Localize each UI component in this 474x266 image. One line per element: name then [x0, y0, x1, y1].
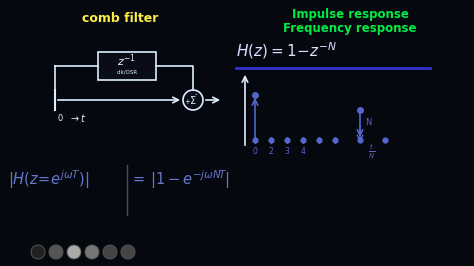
- Text: $\rightarrow t$: $\rightarrow t$: [69, 112, 87, 124]
- Text: N: N: [365, 118, 371, 127]
- Text: $z^{-1}$: $z^{-1}$: [118, 53, 137, 69]
- Text: 3: 3: [284, 147, 290, 156]
- Circle shape: [67, 245, 81, 259]
- Text: Impulse response: Impulse response: [292, 8, 409, 21]
- Circle shape: [85, 245, 99, 259]
- Text: 2: 2: [269, 147, 273, 156]
- Text: -: -: [195, 91, 198, 97]
- Text: clk/OSR: clk/OSR: [117, 69, 137, 74]
- Circle shape: [183, 90, 203, 110]
- Text: $\frac{t}{N}$: $\frac{t}{N}$: [368, 143, 375, 161]
- Text: $\Sigma$: $\Sigma$: [189, 94, 197, 106]
- Circle shape: [31, 245, 45, 259]
- Text: 0: 0: [57, 114, 62, 123]
- Text: comb filter: comb filter: [82, 12, 158, 25]
- Text: 0: 0: [253, 147, 257, 156]
- Text: $|H(z\!=\!e^{j\omega T})|$: $|H(z\!=\!e^{j\omega T})|$: [8, 168, 89, 191]
- Circle shape: [103, 245, 117, 259]
- Text: $=\,|1 - e^{-j\omega N\!T}|$: $=\,|1 - e^{-j\omega N\!T}|$: [130, 168, 230, 191]
- Circle shape: [121, 245, 135, 259]
- Bar: [98, 52, 156, 80]
- Circle shape: [49, 245, 63, 259]
- Text: $H(z) = 1\!-\!z^{-N}$: $H(z) = 1\!-\!z^{-N}$: [236, 40, 337, 61]
- Text: 4: 4: [301, 147, 305, 156]
- Text: Frequency response: Frequency response: [283, 22, 417, 35]
- Text: +: +: [184, 99, 190, 105]
